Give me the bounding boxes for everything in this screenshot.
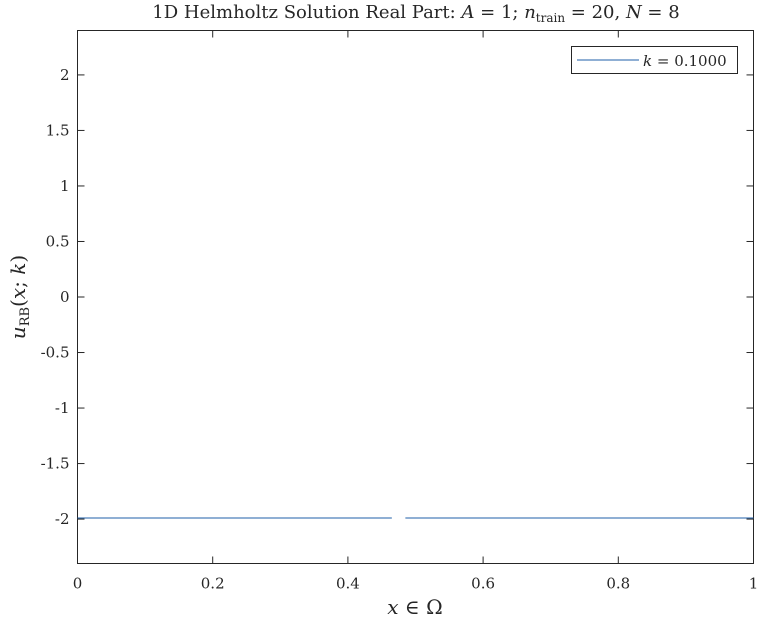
y-tick-label: 1.5	[46, 121, 70, 139]
x-tick-label: 0.2	[201, 575, 225, 593]
x-label-rest: ∈ Ω	[399, 595, 443, 619]
title-a-symbol: A	[459, 2, 474, 23]
title-lead: 1D Helmholtz Solution Real Part:	[152, 2, 461, 23]
y-axis-label: uRB(x; k)	[6, 255, 33, 339]
y-tick-label: -1.5	[41, 455, 70, 473]
axis-ticks: 0 0.2 0.4 0.6 0.8 1 -2 -1.5 -1 -0.5 0 0.5 1 1.5 2	[41, 30, 759, 593]
title-n-eq: = 20,	[565, 2, 626, 23]
y-tick-label: 1	[60, 177, 70, 195]
title-N-eq: = 8	[642, 2, 680, 23]
y-label-subscript: RB	[18, 307, 33, 326]
y-tick-label: -2	[55, 510, 70, 528]
legend-k-symbol: k	[643, 52, 652, 70]
y-label-open: (	[6, 299, 30, 307]
x-tick-label: 0	[73, 575, 83, 593]
title-n-symbol: n	[524, 2, 536, 23]
legend-label: k = 0.1000	[643, 52, 727, 70]
y-tick-label: 0.5	[46, 232, 70, 250]
title-n-subscript: train	[536, 11, 566, 25]
legend: k = 0.1000	[571, 46, 738, 74]
x-tick-label: 0.8	[606, 575, 630, 593]
y-label-symbol: u	[6, 326, 30, 339]
y-label-sep: ;	[6, 275, 30, 288]
y-label-k: k	[6, 263, 30, 275]
x-axis-label: x ∈ Ω	[387, 595, 442, 619]
y-tick-label: -0.5	[41, 344, 70, 362]
y-tick-label: 0	[60, 288, 70, 306]
x-tick-label: 1	[749, 575, 759, 593]
y-label-close: )	[6, 255, 30, 263]
legend-k-value: = 0.1000	[652, 52, 727, 70]
y-tick-label: 2	[60, 66, 70, 84]
x-tick-label: 0.6	[471, 575, 495, 593]
y-tick-label: -1	[55, 399, 70, 417]
y-label-x: x	[6, 288, 30, 299]
x-tick-label: 0.4	[336, 575, 360, 593]
title-a-eq: = 1;	[474, 2, 524, 23]
chart-title: 1D Helmholtz Solution Real Part: A = 1; …	[152, 2, 679, 25]
x-label-symbol: x	[387, 595, 398, 619]
title-N-symbol: N	[625, 2, 643, 23]
